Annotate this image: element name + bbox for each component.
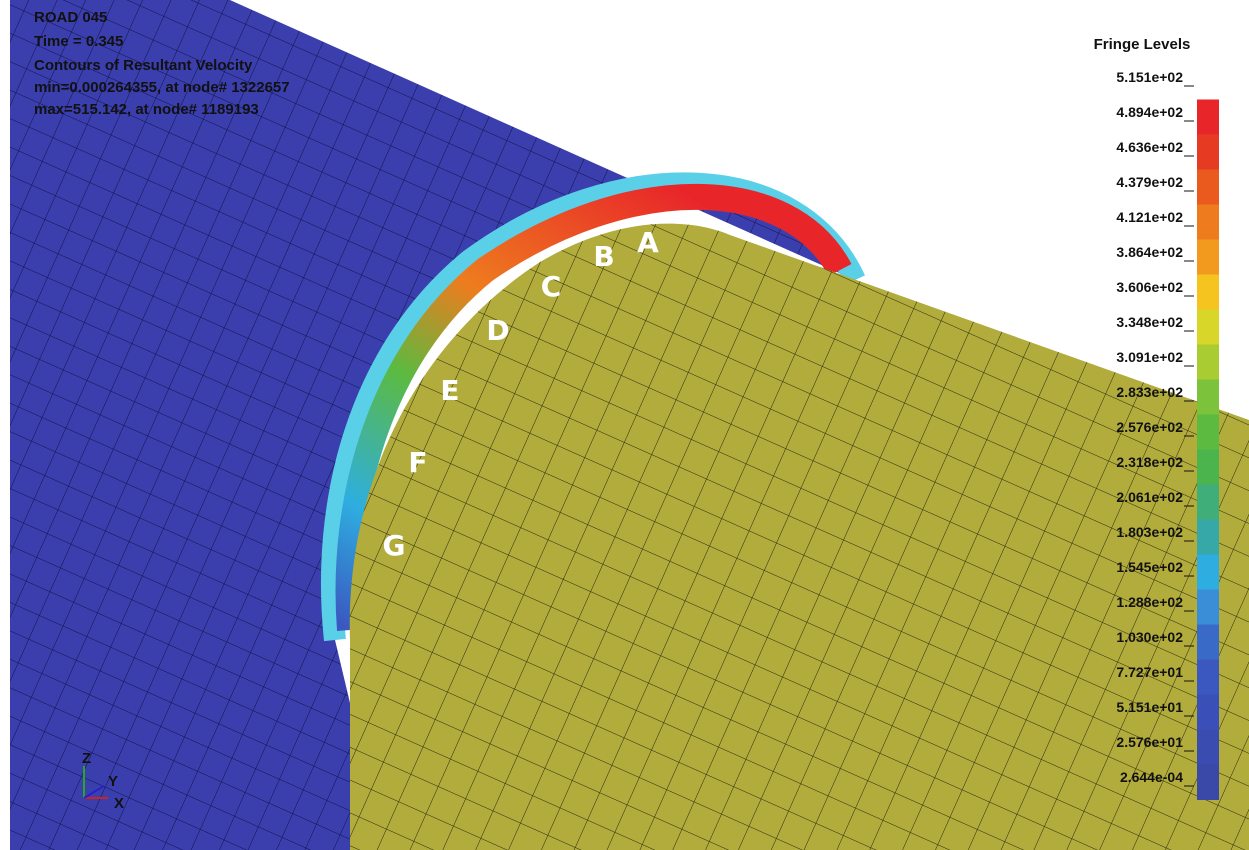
fringe-level: 5.151e+02: [1116, 69, 1183, 85]
fringe-swatch: [1197, 520, 1219, 556]
fringe-swatch: [1197, 415, 1219, 451]
fringe-level: 3.606e+02: [1116, 279, 1183, 295]
fringe-swatch: [1197, 170, 1219, 206]
fringe-level: 7.727e+01: [1116, 664, 1183, 680]
point-label: B: [593, 240, 614, 273]
fringe-swatch: [1197, 450, 1219, 486]
axis-label: Z: [82, 750, 91, 767]
point-label: A: [637, 226, 659, 259]
fringe-level: 2.833e+02: [1116, 384, 1183, 400]
fringe-level: 1.545e+02: [1116, 559, 1183, 575]
fringe-level: 3.348e+02: [1116, 314, 1183, 330]
fringe-level: 1.803e+02: [1116, 524, 1183, 540]
fringe-swatch: [1197, 485, 1219, 521]
fringe-level: 4.121e+02: [1116, 209, 1183, 225]
fringe-swatch: [1197, 240, 1219, 276]
fringe-swatch: [1197, 590, 1219, 626]
header-line: max=515.142, at node# 1189193: [34, 101, 259, 118]
fringe-swatch: [1197, 730, 1219, 766]
legend-title: Fringe Levels: [1094, 36, 1191, 53]
axis-label: X: [114, 795, 124, 812]
fringe-level: 2.576e+01: [1116, 734, 1183, 750]
fringe-swatch: [1197, 695, 1219, 731]
header-line: ROAD 045: [34, 9, 107, 26]
fringe-level: 2.061e+02: [1116, 489, 1183, 505]
fringe-swatch: [1197, 345, 1219, 381]
fringe-swatch: [1197, 555, 1219, 591]
fringe-swatch: [1197, 100, 1219, 136]
fringe-level: 4.636e+02: [1116, 139, 1183, 155]
fringe-swatch: [1197, 660, 1219, 696]
fringe-swatch: [1197, 310, 1219, 346]
fringe-level: 5.151e+01: [1116, 699, 1183, 715]
fringe-level: 2.318e+02: [1116, 454, 1183, 470]
header-line: min=0.000264355, at node# 1322657: [34, 79, 290, 96]
fringe-swatch: [1197, 275, 1219, 311]
fringe-swatch: [1197, 380, 1219, 416]
fringe-level: 2.576e+02: [1116, 419, 1183, 435]
fringe-level: 3.864e+02: [1116, 244, 1183, 260]
fringe-level: 1.030e+02: [1116, 629, 1183, 645]
fringe-level: 4.894e+02: [1116, 104, 1183, 120]
fringe-swatch: [1197, 625, 1219, 661]
point-label: C: [541, 270, 562, 303]
point-label: D: [486, 314, 509, 347]
fringe-swatch: [1197, 135, 1219, 171]
inner-cylinder: [350, 224, 1249, 850]
fringe-level: 1.288e+02: [1116, 594, 1183, 610]
fringe-swatch: [1197, 205, 1219, 241]
point-label: G: [383, 529, 406, 562]
fringe-level: 4.379e+02: [1116, 174, 1183, 190]
fringe-level: 3.091e+02: [1116, 349, 1183, 365]
viewport: ROAD 045 Time = 0.345 Contours of Resultan…: [0, 0, 1249, 850]
fringe-swatch: [1197, 765, 1219, 801]
header-line: Contours of Resultant Velocity: [34, 57, 253, 74]
fringe-level: 2.644e-04: [1120, 769, 1183, 785]
point-label: F: [408, 446, 427, 479]
axis-label: Y: [108, 773, 118, 790]
point-label: E: [440, 374, 459, 407]
header-line: Time = 0.345: [34, 33, 123, 50]
